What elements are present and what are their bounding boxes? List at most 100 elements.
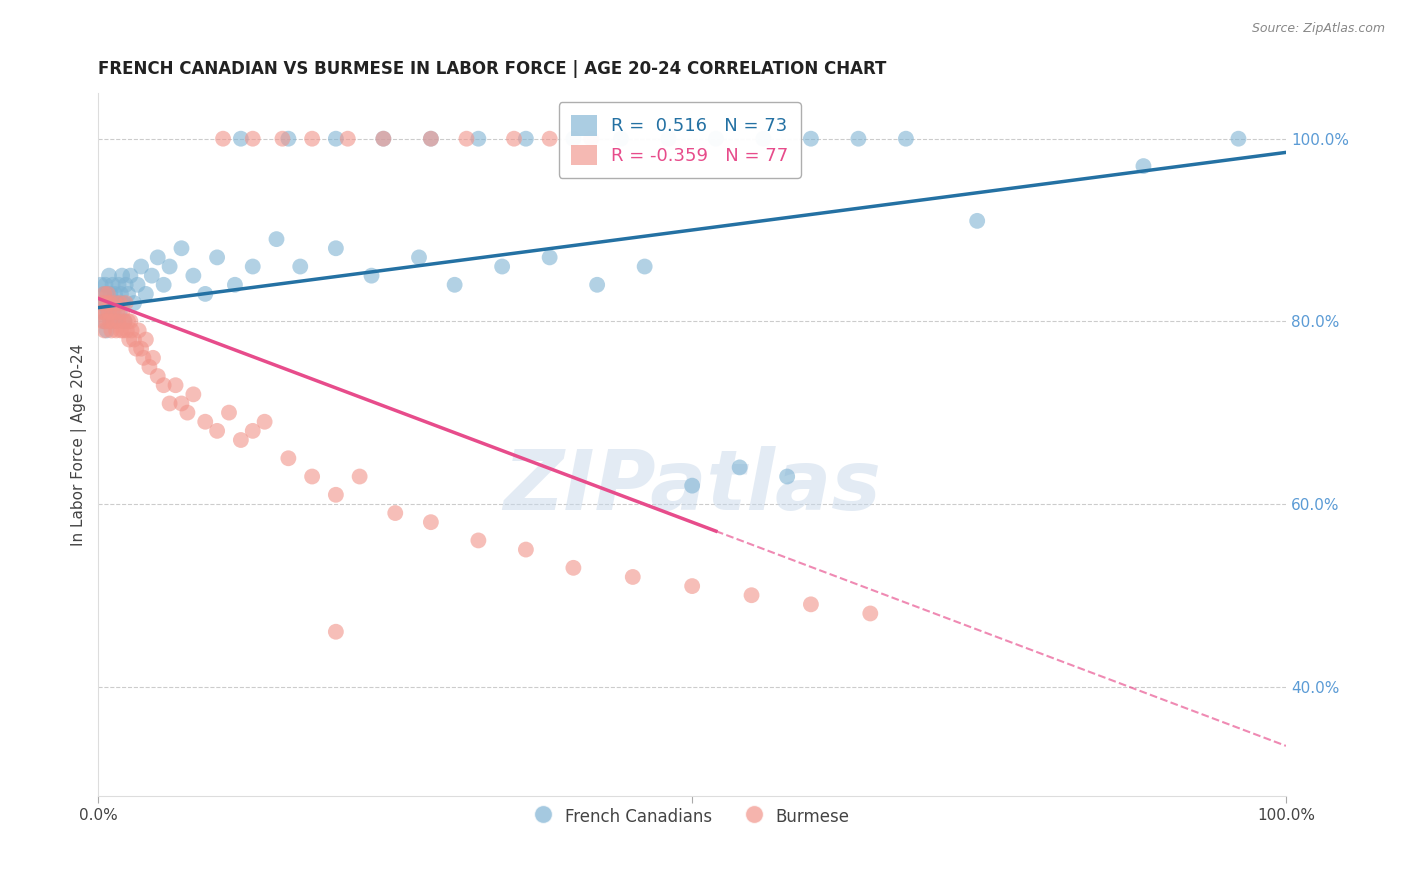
- Point: [325, 241, 347, 255]
- Point: [98, 314, 121, 328]
- Point: [325, 488, 347, 502]
- Point: [657, 131, 679, 145]
- Point: [117, 287, 139, 301]
- Point: [443, 277, 465, 292]
- Point: [325, 624, 347, 639]
- Point: [562, 131, 585, 145]
- Point: [105, 314, 128, 328]
- Point: [183, 268, 205, 283]
- Point: [336, 131, 359, 145]
- Point: [91, 305, 114, 319]
- Point: [325, 131, 347, 145]
- Point: [776, 469, 799, 483]
- Point: [93, 287, 115, 301]
- Text: FRENCH CANADIAN VS BURMESE IN LABOR FORCE | AGE 20-24 CORRELATION CHART: FRENCH CANADIAN VS BURMESE IN LABOR FORC…: [98, 60, 887, 78]
- Point: [271, 131, 294, 145]
- Legend: French Canadians, Burmese: French Canadians, Burmese: [529, 800, 856, 833]
- Point: [848, 131, 870, 145]
- Point: [96, 323, 118, 337]
- Point: [107, 277, 129, 292]
- Point: [104, 296, 127, 310]
- Point: [752, 131, 775, 145]
- Point: [96, 296, 118, 310]
- Point: [104, 287, 127, 301]
- Point: [129, 260, 152, 274]
- Point: [1227, 131, 1250, 145]
- Point: [90, 296, 112, 310]
- Point: [114, 314, 136, 328]
- Point: [98, 287, 121, 301]
- Point: [122, 333, 145, 347]
- Point: [633, 260, 655, 274]
- Point: [93, 323, 115, 337]
- Y-axis label: In Labor Force | Age 20-24: In Labor Force | Age 20-24: [72, 343, 87, 546]
- Point: [122, 296, 145, 310]
- Point: [111, 305, 134, 319]
- Point: [97, 305, 120, 319]
- Point: [218, 406, 240, 420]
- Point: [224, 277, 246, 292]
- Point: [98, 305, 121, 319]
- Point: [894, 131, 917, 145]
- Point: [94, 305, 117, 319]
- Point: [112, 296, 135, 310]
- Point: [800, 131, 823, 145]
- Point: [135, 287, 157, 301]
- Point: [384, 506, 406, 520]
- Point: [105, 296, 128, 310]
- Point: [141, 268, 163, 283]
- Point: [419, 131, 441, 145]
- Point: [90, 305, 112, 319]
- Point: [277, 131, 299, 145]
- Point: [966, 214, 988, 228]
- Point: [105, 323, 128, 337]
- Point: [142, 351, 165, 365]
- Point: [117, 314, 139, 328]
- Point: [108, 305, 131, 319]
- Point: [538, 251, 561, 265]
- Point: [91, 314, 114, 328]
- Point: [90, 277, 112, 292]
- Point: [579, 131, 602, 145]
- Point: [538, 131, 561, 145]
- Point: [114, 314, 136, 328]
- Point: [205, 251, 228, 265]
- Point: [621, 570, 644, 584]
- Point: [93, 314, 115, 328]
- Point: [94, 277, 117, 292]
- Point: [176, 406, 198, 420]
- Point: [159, 396, 181, 410]
- Point: [90, 296, 112, 310]
- Point: [121, 323, 143, 337]
- Point: [100, 296, 122, 310]
- Point: [132, 351, 155, 365]
- Point: [212, 131, 235, 145]
- Point: [491, 260, 513, 274]
- Point: [373, 131, 395, 145]
- Point: [101, 305, 124, 319]
- Point: [467, 131, 489, 145]
- Point: [586, 277, 609, 292]
- Point: [152, 378, 174, 392]
- Point: [100, 323, 122, 337]
- Point: [170, 241, 193, 255]
- Point: [105, 305, 128, 319]
- Point: [165, 378, 187, 392]
- Point: [110, 287, 132, 301]
- Point: [349, 469, 371, 483]
- Point: [194, 415, 217, 429]
- Point: [115, 323, 138, 337]
- Point: [120, 268, 142, 283]
- Point: [114, 296, 136, 310]
- Point: [360, 268, 382, 283]
- Point: [128, 323, 150, 337]
- Point: [159, 260, 181, 274]
- Point: [242, 131, 264, 145]
- Point: [242, 424, 264, 438]
- Point: [96, 314, 118, 328]
- Point: [728, 460, 751, 475]
- Point: [229, 131, 252, 145]
- Point: [103, 314, 125, 328]
- Point: [112, 323, 135, 337]
- Point: [419, 515, 441, 529]
